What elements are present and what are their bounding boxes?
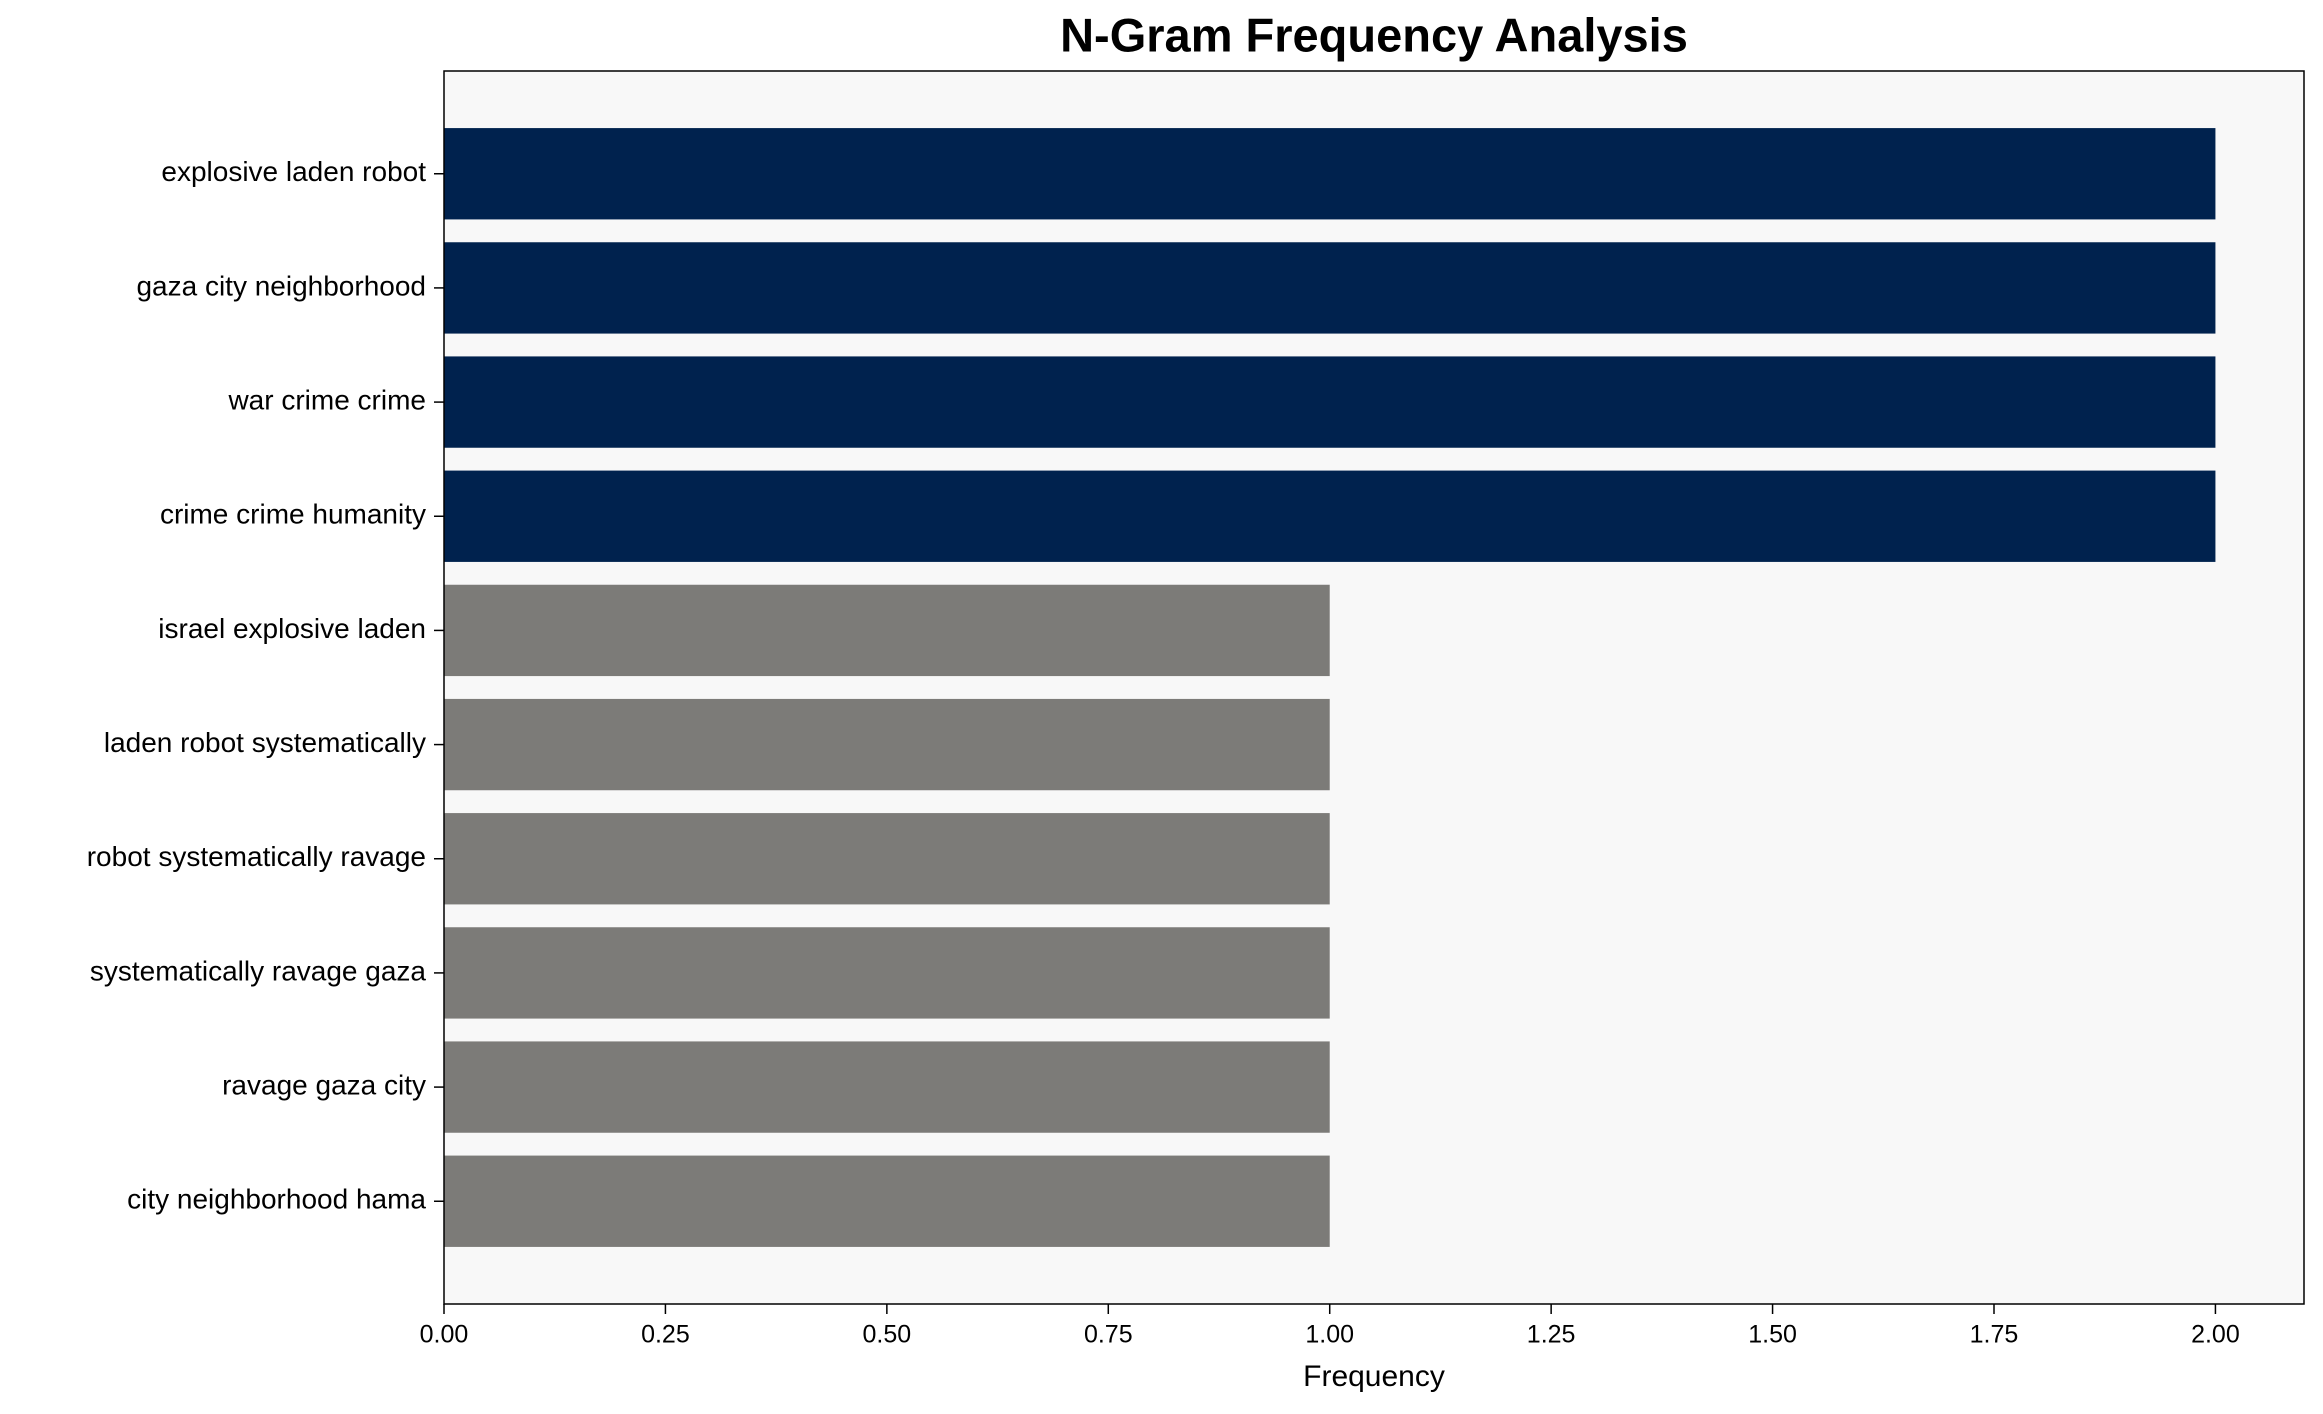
y-tick-label: systematically ravage gaza xyxy=(90,955,427,986)
x-tick-label: 0.25 xyxy=(641,1321,690,1349)
x-tick-label: 0.75 xyxy=(1084,1321,1133,1349)
x-tick-label: 0.50 xyxy=(863,1321,912,1349)
bar xyxy=(444,242,2216,334)
y-tick-label: city neighborhood hama xyxy=(127,1184,426,1215)
x-tick-label: 1.00 xyxy=(1305,1321,1354,1349)
chart-title: N-Gram Frequency Analysis xyxy=(1060,8,1688,61)
y-tick-label: crime crime humanity xyxy=(160,499,426,530)
x-tick-label: 1.25 xyxy=(1527,1321,1576,1349)
x-tick-label: 0.00 xyxy=(420,1321,469,1349)
y-tick-label: robot systematically ravage xyxy=(87,841,426,872)
x-tick-label: 1.50 xyxy=(1748,1321,1797,1349)
bar xyxy=(444,698,1330,791)
bar xyxy=(444,584,1330,677)
y-tick-label: war crime crime xyxy=(227,384,426,415)
bar xyxy=(444,1155,1330,1247)
bar xyxy=(444,356,2216,448)
x-tick-label: 1.75 xyxy=(1970,1321,2019,1349)
y-tick-label: israel explosive laden xyxy=(158,613,426,644)
bar xyxy=(444,813,1330,905)
plot-frame xyxy=(443,70,2305,1305)
y-tick-label: gaza city neighborhood xyxy=(136,270,426,301)
x-tick-label: 2.00 xyxy=(2191,1321,2240,1349)
bar xyxy=(444,927,1330,1019)
y-tick-label: laden robot systematically xyxy=(104,727,426,758)
x-axis-label: Frequency xyxy=(1303,1360,1445,1393)
bar xyxy=(444,470,2216,562)
y-tick-label: ravage gaza city xyxy=(222,1069,426,1100)
bar xyxy=(444,1041,1330,1133)
y-tick-label: explosive laden robot xyxy=(161,156,426,187)
bar xyxy=(444,128,2216,220)
